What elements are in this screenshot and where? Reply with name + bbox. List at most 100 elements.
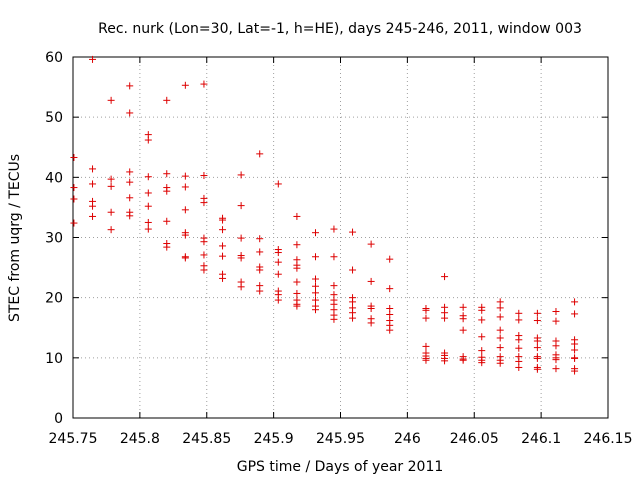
axis-ticks: 245.75 245.8 245.85 245.9 245.95 246 246.05 246…: [45, 50, 632, 447]
data-point: [70, 219, 78, 227]
data-point: [459, 315, 467, 323]
data-point: [163, 96, 171, 104]
x-tick-label: 245.95: [316, 431, 365, 447]
data-point: [107, 226, 115, 234]
data-point: [163, 170, 171, 178]
data-point: [552, 356, 560, 364]
data-point: [349, 298, 357, 306]
data-point: [107, 96, 115, 104]
data-point: [533, 309, 541, 317]
data-point: [386, 311, 394, 319]
data-point: [496, 298, 504, 306]
data-point: [478, 359, 486, 367]
data-point: [515, 336, 523, 344]
data-point: [70, 153, 78, 161]
data-point: [293, 289, 301, 297]
y-tick-label: 10: [45, 351, 63, 367]
data-point: [256, 266, 264, 274]
data-point: [181, 231, 189, 239]
x-tick-label: 246: [394, 431, 421, 447]
data-point: [349, 266, 357, 274]
data-point: [515, 309, 523, 317]
data-point: [126, 168, 134, 176]
data-point: [293, 264, 301, 272]
data-point: [181, 172, 189, 180]
data-point: [386, 285, 394, 293]
data-point: [478, 306, 486, 314]
data-point: [70, 184, 78, 192]
data-point: [386, 326, 394, 334]
data-point: [107, 175, 115, 183]
data-point: [515, 316, 523, 324]
data-point: [533, 337, 541, 345]
data-point: [311, 296, 319, 304]
data-point: [163, 217, 171, 225]
y-tick-label: 50: [45, 110, 63, 126]
data-point: [126, 109, 134, 117]
data-point: [181, 206, 189, 214]
data-point: [126, 178, 134, 186]
data-point: [478, 316, 486, 324]
data-point: [330, 253, 338, 261]
data-point: [237, 202, 245, 210]
data-point: [144, 225, 152, 233]
y-tick-label: 40: [45, 170, 63, 186]
data-point: [330, 315, 338, 323]
data-point: [107, 182, 115, 190]
data-point: [515, 344, 523, 352]
data-point: [478, 347, 486, 355]
data-point: [256, 235, 264, 243]
data-point: [89, 165, 97, 173]
data-point: [200, 238, 208, 246]
y-tick-label: 30: [45, 231, 63, 247]
y-tick-label: 20: [45, 291, 63, 307]
data-point: [496, 334, 504, 342]
x-axis-label: GPS time / Days of year 2011: [237, 459, 444, 475]
data-point: [571, 298, 579, 306]
data-point: [293, 241, 301, 249]
data-point: [126, 212, 134, 220]
y-axis-label: STEC from uqrg / TECUs: [7, 154, 23, 322]
data-point: [515, 363, 523, 371]
data-point: [89, 202, 97, 210]
data-point: [311, 282, 319, 290]
data-point: [571, 354, 579, 362]
data-point: [219, 242, 227, 250]
data-point: [311, 289, 319, 297]
data-point: [571, 346, 579, 354]
data-point: [311, 229, 319, 237]
data-point: [219, 252, 227, 260]
data-point: [163, 243, 171, 251]
data-point: [367, 240, 375, 248]
data-point: [552, 342, 560, 350]
data-point: [144, 218, 152, 226]
data-points: [70, 55, 579, 375]
data-point: [311, 306, 319, 314]
data-point: [422, 342, 430, 350]
x-tick-label: 245.8: [120, 431, 160, 447]
data-point: [311, 253, 319, 261]
data-point: [349, 314, 357, 322]
data-point: [256, 248, 264, 256]
data-point: [459, 356, 467, 364]
data-point: [237, 254, 245, 262]
data-point: [533, 317, 541, 325]
data-point: [533, 344, 541, 352]
data-point: [533, 365, 541, 373]
data-point: [478, 333, 486, 341]
data-point: [496, 304, 504, 312]
data-point: [274, 270, 282, 278]
data-point: [441, 314, 449, 322]
data-point: [459, 303, 467, 311]
grid: [73, 57, 608, 418]
data-point: [386, 255, 394, 263]
data-point: [200, 80, 208, 88]
data-point: [126, 194, 134, 202]
data-point: [200, 266, 208, 274]
data-point: [386, 304, 394, 312]
data-point: [496, 344, 504, 352]
data-point: [107, 208, 115, 216]
data-point: [367, 304, 375, 312]
data-point: [237, 234, 245, 242]
data-point: [237, 171, 245, 179]
